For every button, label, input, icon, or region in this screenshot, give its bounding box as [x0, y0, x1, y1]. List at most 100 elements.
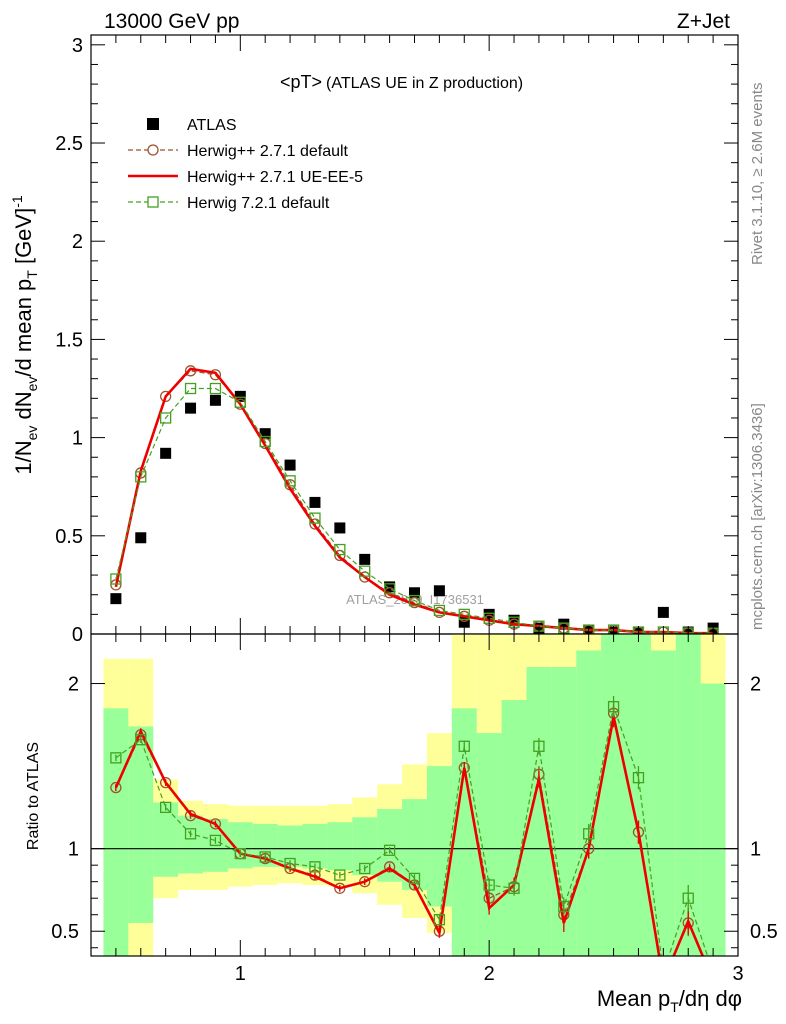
- atlas-point: [209, 394, 221, 406]
- ratio-herwig-2-7-1-default-point: [658, 976, 668, 986]
- legend-label: Herwig++ 2.7.1 UE-EE-5: [187, 169, 363, 186]
- ratio-herwig-7-2-1-default-point: [359, 862, 371, 875]
- band-green: [650, 650, 676, 956]
- herwig-2-7-1-default-point: [359, 571, 371, 583]
- atlas-point: [259, 428, 271, 440]
- ratio-herwig-7-2-1-default-point: [259, 851, 271, 863]
- main-y-tick-label: 2.5: [55, 133, 83, 155]
- ratio-herwig-7-2-1-default-point: [383, 844, 396, 856]
- ratio-herwig-7-2-1-default-point: [483, 879, 495, 891]
- ratio-herwig-7-2-1-default-point: [583, 828, 595, 840]
- main-y-tick-label: 2: [72, 231, 83, 253]
- ratio-y-tick-label-left: 2: [68, 674, 79, 696]
- herwig-7-2-1-default-point: [607, 624, 620, 634]
- ylabel-part: 1/N: [11, 440, 36, 474]
- atlas-point: [458, 616, 470, 628]
- ratio-herwig-7-2-1-default-point: [309, 861, 321, 873]
- main-title: <pT>: [280, 72, 322, 92]
- ratio-x-tick-label: 2: [484, 963, 495, 985]
- band-green: [501, 700, 527, 956]
- main-y-tick-label: 1: [72, 428, 83, 450]
- atlas-point: [508, 614, 520, 626]
- ratio-y-tick-label-right: 0.5: [750, 921, 778, 943]
- legend-marker-circle: [147, 144, 159, 156]
- herwig-7-2-1-default-point: [234, 396, 246, 408]
- ratio-herwig-7-2-1-default-point: [632, 772, 645, 784]
- ratio-herwig-7-2-1-default-point: [234, 847, 246, 860]
- atlas-point: [409, 587, 420, 599]
- header-process: Z+Jet: [677, 10, 730, 33]
- header-collision: 13000 GeV pp: [104, 10, 239, 33]
- band-green: [476, 733, 502, 956]
- xlabel-sub: T: [670, 999, 679, 1015]
- atlas-point: [135, 532, 147, 544]
- herwig-2-7-1-default-point: [334, 549, 346, 562]
- ylabel-sub: ev: [24, 426, 40, 441]
- watermark: ATLAS_2019_I1736531: [346, 592, 484, 607]
- ratio-x-axis-label-text: Mean pT/dη dφ: [597, 986, 742, 1015]
- band-green: [103, 708, 129, 956]
- ratio-herwig-7-2-1-default-point: [558, 900, 570, 913]
- ratio-herwig-7-2-1-default-point: [160, 801, 172, 814]
- herwig-7-2-1-default-point: [383, 583, 396, 595]
- ratio-herwig-7-2-1-default-point: [334, 869, 346, 881]
- ratio-herwig-7-2-1-default-point: [184, 828, 197, 840]
- main-panel: <pT> (ATLAS UE in Z production) ATLAS_20…: [55, 34, 739, 646]
- ratio-x-tick-label: 3: [732, 963, 743, 985]
- herwig-7-2-1-default-point: [284, 475, 296, 487]
- atlas-point: [234, 390, 246, 402]
- band-green: [128, 726, 154, 923]
- ratio-herwig-7-2-1-default-point: [110, 752, 122, 764]
- ratio-herwig-7-2-1-default-point: [209, 834, 222, 847]
- ratio-panel: 1 2 3 0.5 0.5 1 1 2 2: [51, 633, 778, 986]
- ylabel-sub: T: [24, 270, 40, 279]
- atlas-point: [309, 496, 321, 508]
- ratio-herwig-2-7-1-default-point: [209, 818, 222, 830]
- ratio-herwig-7-2-1-default-point: [533, 740, 545, 752]
- main-subtitle: (ATLAS UE in Z production): [326, 75, 523, 92]
- herwig-7-2-1-default-point: [583, 624, 595, 634]
- main-y-tick-label: 3: [72, 35, 83, 57]
- band-green: [178, 815, 203, 874]
- band-green: [277, 825, 303, 867]
- ratio-herwig-2-7-1-default-point: [110, 781, 122, 794]
- ratio-x-axis-label: Mean pT/dη dφ: [597, 986, 742, 1015]
- ylabel-part: dN: [11, 391, 36, 425]
- herwig-7-2-1-default-point: [309, 512, 321, 524]
- ratio-y-tick-label-right: 2: [750, 674, 761, 696]
- ylabel-part: [GeV]: [11, 208, 36, 270]
- ylabel-sub: ev: [24, 377, 40, 392]
- ratio-herwig-2-7-1-default-point: [383, 861, 396, 873]
- ratio-y-tick-label-right: 1: [750, 839, 761, 861]
- legend-label: Herwig 7.2.1 default: [187, 195, 330, 212]
- ratio-y-tick-label-left: 1: [68, 839, 79, 861]
- ylabel-sup: -1: [9, 195, 25, 208]
- atlas-point: [558, 618, 570, 630]
- atlas-point: [359, 553, 371, 565]
- main-data-area: [110, 365, 719, 634]
- ratio-herwig-2-7-1-default-point: [708, 976, 718, 986]
- atlas-point: [110, 593, 122, 605]
- legend-marker-square: [147, 196, 159, 208]
- ratio-herwig-7-2-1-default-point: [508, 882, 520, 894]
- herwig-7-2-1-default-point: [259, 435, 271, 448]
- herwig-2-7-1-default-point: [209, 369, 222, 381]
- legend-label: Herwig++ 2.7.1 default: [187, 143, 349, 160]
- atlas-point: [483, 608, 495, 620]
- ratio-herwig-7-2-1-default-point: [284, 857, 296, 870]
- ratio-data-area: [110, 695, 718, 986]
- herwig-7-2-1-default-point: [408, 594, 421, 607]
- atlas-point: [334, 522, 346, 534]
- band-green: [700, 683, 726, 956]
- ratio-herwig-7-2-1-default-point: [408, 872, 421, 885]
- legend-marker-atlas: [147, 118, 159, 130]
- legend: ATLAS Herwig++ 2.7.1 default Herwig++ 2.7.…: [128, 117, 363, 212]
- main-y-axis-label: 1/Nev dNev/d mean pT [GeV]-1: [9, 195, 40, 475]
- herwig-7-2-1-default-point: [135, 471, 147, 483]
- band-green: [426, 766, 452, 907]
- mcplots-label: mcplots.cern.ch [arXiv:1306.3436]: [749, 403, 766, 630]
- band-green: [153, 802, 179, 877]
- atlas-point: [160, 447, 172, 459]
- herwig-7-2-1-default-point: [458, 608, 470, 621]
